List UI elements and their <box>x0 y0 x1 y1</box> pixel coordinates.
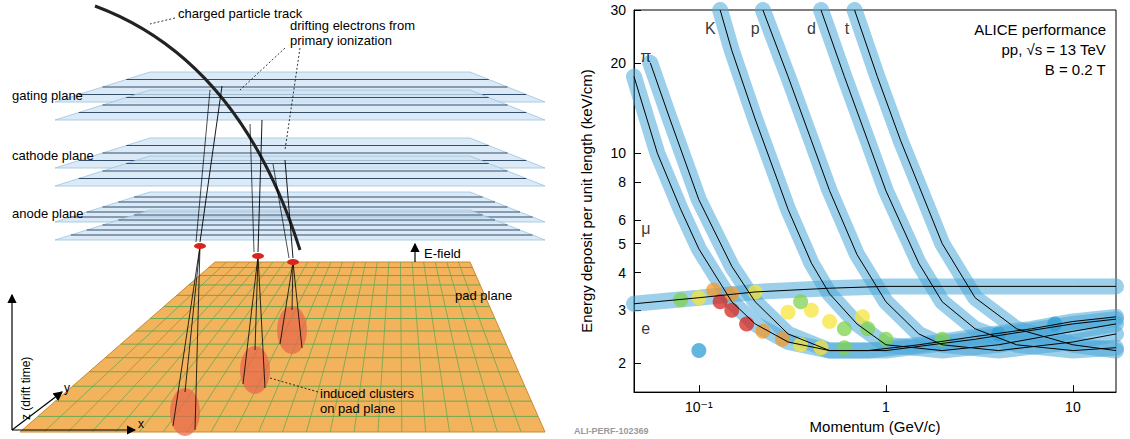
svg-text:ALICE performance: ALICE performance <box>974 21 1106 38</box>
svg-text:on pad plane: on pad plane <box>320 401 395 416</box>
svg-text:p: p <box>751 20 760 37</box>
svg-text:Energy deposit per unit length: Energy deposit per unit length (keV/cm) <box>578 69 595 332</box>
svg-text:d: d <box>807 20 816 37</box>
svg-text:gating plane: gating plane <box>12 88 83 103</box>
svg-text:pad plane: pad plane <box>455 288 512 303</box>
svg-text:ALI-PERF-102369: ALI-PERF-102369 <box>574 426 649 436</box>
svg-text:8: 8 <box>618 174 626 190</box>
svg-text:Momentum (GeV/c): Momentum (GeV/c) <box>810 418 941 435</box>
svg-text:B = 0.2 T: B = 0.2 T <box>1045 61 1106 78</box>
svg-text:e: e <box>641 320 650 337</box>
svg-text:20: 20 <box>610 55 626 71</box>
svg-text:6: 6 <box>618 212 626 228</box>
svg-text:anode plane: anode plane <box>12 206 84 221</box>
svg-text:μ: μ <box>641 220 650 237</box>
svg-text:primary ionization: primary ionization <box>290 33 392 48</box>
svg-text:charged particle track: charged particle track <box>178 6 303 21</box>
svg-text:10⁻¹: 10⁻¹ <box>685 399 713 415</box>
svg-text:5: 5 <box>618 236 626 252</box>
svg-text:π: π <box>640 48 651 65</box>
svg-text:E-field: E-field <box>424 246 461 261</box>
svg-text:10: 10 <box>610 145 626 161</box>
svg-text:x: x <box>138 417 144 431</box>
svg-text:2: 2 <box>618 355 626 371</box>
svg-text:y: y <box>64 381 70 395</box>
svg-text:10: 10 <box>1065 399 1081 415</box>
svg-text:t: t <box>845 20 850 37</box>
svg-text:drifting electrons from: drifting electrons from <box>290 18 415 33</box>
svg-text:4: 4 <box>618 265 626 281</box>
svg-text:z (drift time): z (drift time) <box>19 357 33 420</box>
svg-text:K: K <box>705 20 716 37</box>
svg-text:cathode plane: cathode plane <box>12 148 94 163</box>
svg-text:3: 3 <box>618 302 626 318</box>
svg-text:30: 30 <box>610 2 626 18</box>
svg-text:1: 1 <box>882 399 890 415</box>
svg-text:induced clusters: induced clusters <box>320 386 414 401</box>
svg-text:pp, √s = 13 TeV: pp, √s = 13 TeV <box>1001 41 1105 58</box>
